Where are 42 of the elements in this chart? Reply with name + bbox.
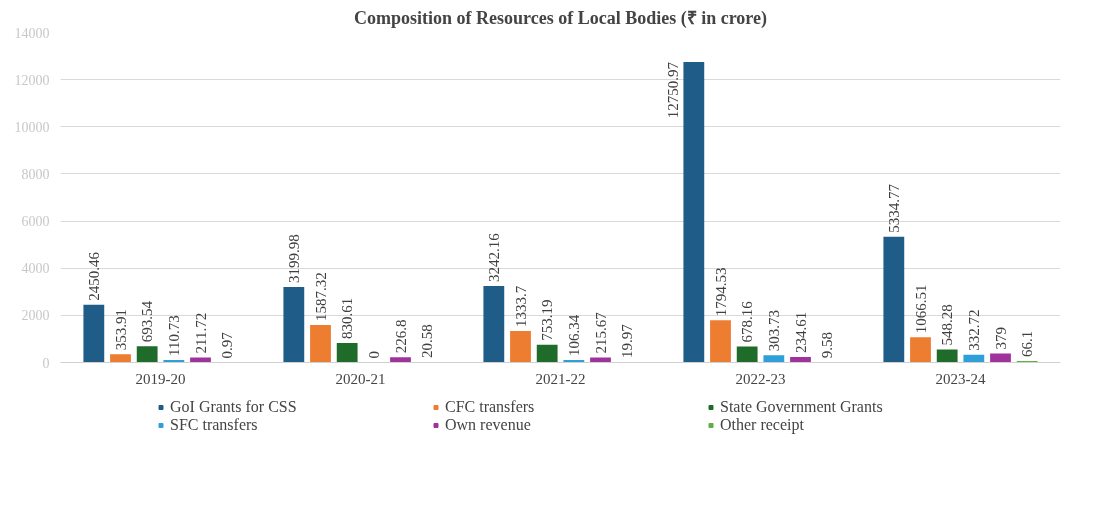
- data-label: 0: [365, 351, 382, 359]
- data-label: 1333.7: [512, 285, 529, 328]
- data-label: 66.1: [1019, 330, 1036, 357]
- x-tick-label: 2021-22: [535, 370, 586, 387]
- data-label: 19.97: [619, 323, 636, 359]
- data-label: 1794.53: [712, 267, 729, 317]
- legend-label: SFC transfers: [170, 416, 259, 434]
- data-label: 9.58: [819, 332, 836, 359]
- x-tick-label: 2019-20: [135, 370, 186, 387]
- data-label: 379: [992, 327, 1009, 350]
- data-label: 215.67: [592, 311, 609, 354]
- x-tick-label: 2020-21: [335, 370, 386, 387]
- data-label: 20.58: [419, 324, 436, 359]
- data-label: 303.73: [765, 310, 782, 352]
- legend-label: GoI Grants for CSS: [170, 398, 298, 416]
- data-label: 3199.98: [285, 234, 302, 284]
- legend-label: Other receipt: [720, 416, 805, 434]
- data-label: 3242.16: [485, 232, 502, 283]
- data-label: 1587.32: [312, 272, 329, 322]
- data-label: 830.61: [339, 297, 356, 339]
- legend-label: State Government Grants: [720, 398, 884, 416]
- chart-title: Composition of Resources of Local Bodies (₹ in crore): [354, 7, 767, 29]
- data-label: 110.73: [165, 315, 182, 356]
- data-label: 753.19: [539, 299, 556, 341]
- data-label: 1066.51: [912, 284, 929, 334]
- x-tick-label: 2022-23: [735, 370, 786, 387]
- data-label: 2450.46: [85, 251, 102, 301]
- data-label: 226.8: [392, 319, 409, 354]
- data-label: 678.16: [739, 300, 756, 343]
- data-label: 12750.97: [665, 61, 682, 119]
- legend-label: CFC transfers: [445, 398, 536, 416]
- data-label: 332.72: [965, 309, 982, 351]
- data-label: 0.97: [219, 331, 236, 359]
- data-label: 234.61: [792, 311, 809, 353]
- data-label: 5334.77: [885, 183, 902, 233]
- data-label: 693.54: [139, 300, 156, 343]
- data-label: 548.28: [939, 304, 956, 346]
- x-tick-label: 2023-24: [935, 370, 986, 387]
- data-label: 353.91: [112, 308, 129, 351]
- data-label: 106.34: [565, 314, 582, 356]
- legend-label: Own revenue: [445, 416, 532, 434]
- data-label: 211.72: [192, 312, 209, 354]
